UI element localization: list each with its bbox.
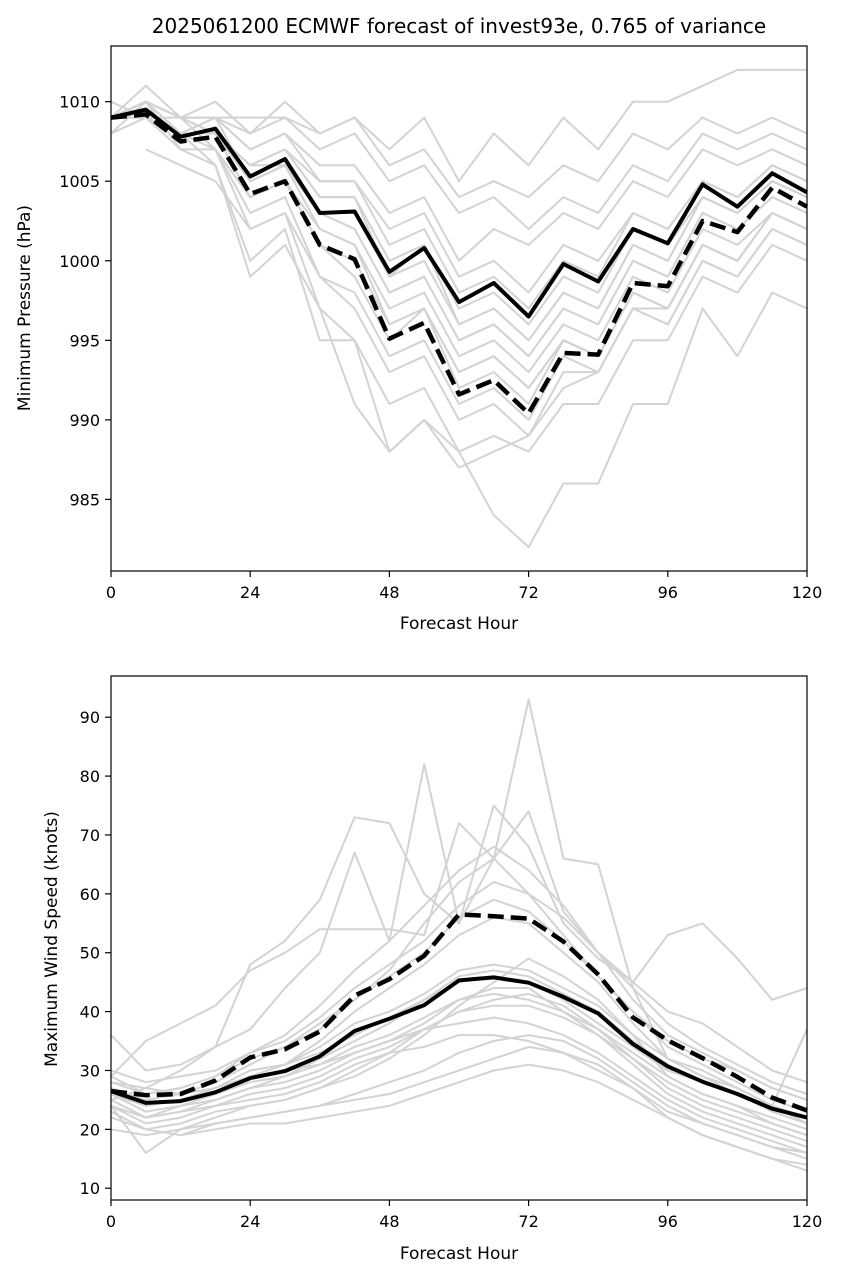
pressure-ensemble-line-12 [110,100,808,310]
wind-y-tick-label: 80 [80,767,100,786]
wind-ensemble-line-21 [110,992,808,1131]
wind-ensemble-line-19 [180,1063,808,1172]
pressure-solid-line [110,107,808,319]
pressure-x-tick-label: 96 [658,583,678,602]
pressure-x-axis-label: Forecast Hour [400,614,518,634]
wind-y-axis-label: Maximum Wind Speed (knots) [42,811,62,1067]
pressure-x-tick-label: 120 [792,583,823,602]
pressure-ensemble-line-13 [111,116,808,374]
pressure-ensemble-line-11 [110,100,808,549]
pressure-ensemble-line-16 [110,68,807,183]
wind-x-tick-label: 24 [240,1212,260,1231]
wind-ensemble-line-16 [110,1034,808,1154]
wind-lines [110,698,808,1172]
wind-dashed-line [110,912,808,1113]
pressure-y-tick-label: 1005 [59,172,100,191]
wind-x-tick-label: 96 [658,1212,678,1231]
pressure-y-tick-label: 985 [69,490,100,509]
wind-y-tick-label: 20 [80,1120,100,1139]
wind-x-axis-label: Forecast Hour [400,1244,518,1264]
wind-ensemble-line-18 [110,1004,808,1137]
pressure-ensemble-line-15 [110,100,808,199]
wind-axes: 0 24 48 72 96 120 10 20 30 40 50 60 70 80 90 [80,675,823,1231]
pressure-plot-frame [110,45,808,572]
pressure-ensemble-line-4 [110,84,808,230]
pressure-x-tick-label: 0 [106,583,116,602]
wind-y-tick-label: 50 [80,944,100,963]
wind-plot-frame [110,675,808,1201]
pressure-y-tick-label: 1010 [59,93,100,112]
pressure-ensemble-line-19 [145,148,808,421]
pressure-panel: 0 24 48 72 96 120 985 990 995 1000 1005 1010 Foreca… [15,45,823,634]
wind-ensemble-line-15 [110,845,808,1101]
pressure-x-tick-label: 48 [379,583,399,602]
wind-y-tick-label: 90 [80,708,100,727]
pressure-axes: 0 24 48 72 96 120 985 990 995 1000 1005 1010 [59,45,823,602]
wind-panel: 0 24 48 72 96 120 10 20 30 40 50 60 70 80 90 Forecast … [42,675,823,1264]
pressure-dashed-line [110,112,809,416]
pressure-x-tick-label: 24 [240,583,260,602]
wind-y-tick-label: 60 [80,885,100,904]
pressure-y-tick-label: 995 [69,331,100,350]
pressure-lines [110,68,809,549]
wind-x-tick-label: 0 [106,1212,116,1231]
pressure-y-tick-label: 1000 [59,252,100,271]
wind-y-tick-label: 10 [80,1179,100,1198]
wind-ensemble-line-8 [110,810,808,1084]
wind-y-tick-label: 40 [80,1003,100,1022]
pressure-ensemble-line-18 [110,100,808,342]
pressure-y-axis-label: Minimum Pressure (hPa) [15,205,35,411]
wind-x-tick-label: 72 [518,1212,538,1231]
pressure-x-tick-label: 72 [518,583,538,602]
wind-y-tick-label: 70 [80,826,100,845]
wind-ensemble-line-12 [110,881,808,1095]
pressure-y-tick-label: 990 [69,411,100,430]
wind-ensemble-line-11 [110,1034,808,1160]
chart-title: 2025061200 ECMWF forecast of invest93e, … [152,14,766,38]
wind-y-tick-label: 30 [80,1061,100,1080]
pressure-ensemble-line-20 [110,100,808,389]
wind-solid-line [110,975,808,1120]
wind-ensemble-line-4 [110,698,808,1125]
wind-x-tick-label: 120 [792,1212,823,1231]
wind-x-tick-label: 48 [379,1212,399,1231]
